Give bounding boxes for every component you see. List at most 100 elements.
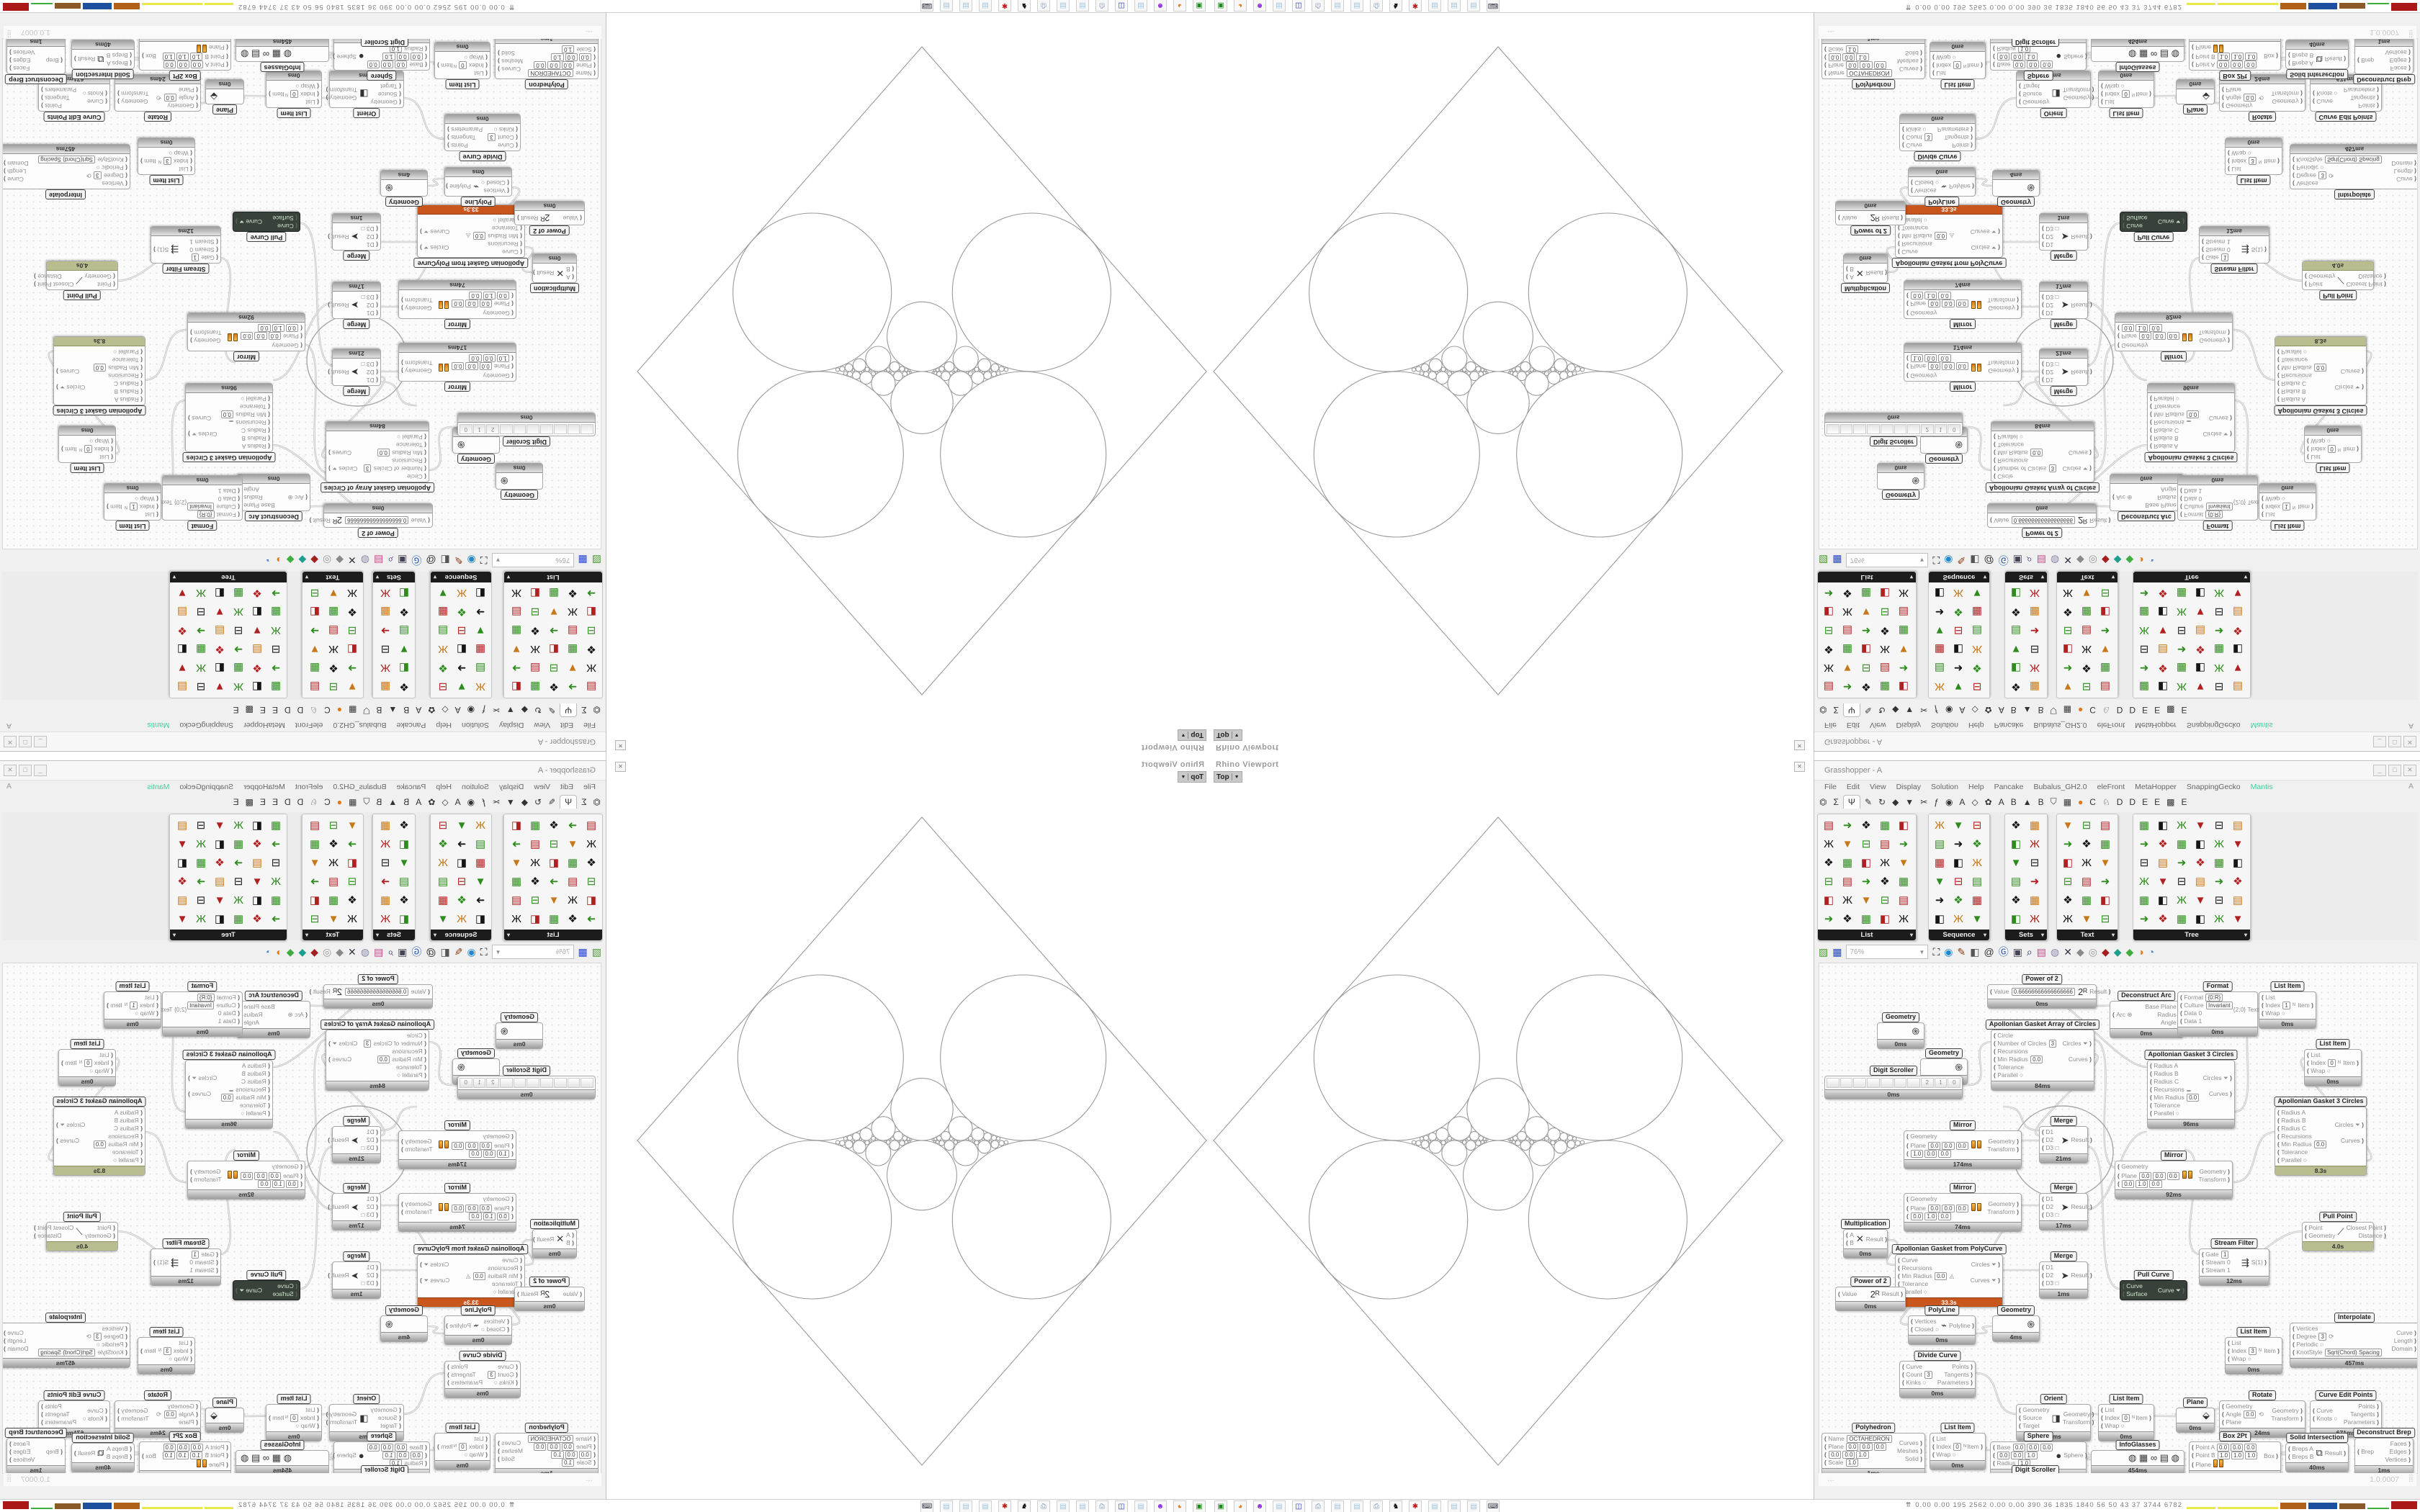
component-icon[interactable]: Ж: [196, 587, 206, 600]
value-chip[interactable]: 0.0: [93, 1140, 106, 1148]
node-polyhedron[interactable]: PolyhedronName OCTAHEDRONPlane 0.00.00.0…: [495, 1423, 599, 1474]
input-port[interactable]: Radius C: [217, 1078, 270, 1086]
window-icon[interactable]: ▣: [2012, 554, 2022, 566]
value-chip[interactable]: 1.0: [176, 1452, 189, 1459]
output-port[interactable]: Length: [4, 1337, 29, 1345]
input-port[interactable]: D1: [2042, 1195, 2059, 1203]
output-port[interactable]: Distance: [2347, 1232, 2386, 1240]
node-solid-intersection[interactable]: Solid IntersectionBreps ABreps B⧉Result4…: [2285, 1433, 2349, 1472]
node-polyhedron[interactable]: PolyhedronName OCTAHEDRONPlane 0.00.00.0…: [495, 38, 599, 89]
input-port[interactable]: Parallel ○: [85, 348, 143, 356]
node-list-item[interactable]: List ItemListIndex 0 ᴺWrap ○Item0ms: [2304, 1039, 2362, 1086]
component-icon[interactable]: ➜: [310, 876, 320, 888]
component-icon[interactable]: ▼: [2195, 894, 2206, 906]
dock-app-icon-11[interactable]: ▤: [979, 1500, 992, 1512]
component-icon[interactable]: ➜: [457, 838, 467, 850]
input-port[interactable]: Point A 0.00.00.0: [2192, 60, 2264, 68]
component-tab-0[interactable]: ⏣: [1819, 705, 1827, 716]
input-port[interactable]: Curve: [2313, 1407, 2344, 1415]
input-port[interactable]: Recursions: [357, 456, 426, 464]
input-port[interactable]: Index 3 ᴺ: [2228, 1347, 2264, 1355]
component-icon[interactable]: ❖: [586, 643, 596, 655]
component-icon[interactable]: ▦: [233, 662, 244, 674]
component-tab-13[interactable]: A: [416, 705, 422, 716]
input-port[interactable]: 1.00.00.0: [433, 354, 514, 362]
component-icon[interactable]: ▤: [2157, 643, 2169, 655]
zoom-extents-icon[interactable]: ⛶: [480, 554, 488, 566]
component-icon[interactable]: ▼: [1934, 875, 1945, 888]
output-port[interactable]: Item: [140, 157, 156, 165]
input-port[interactable]: Wrap ○: [2307, 1067, 2343, 1075]
component-icon[interactable]: ▼: [2010, 643, 2022, 656]
output-port[interactable]: Transform: [401, 1146, 432, 1153]
value-chip[interactable]: 3: [488, 133, 496, 141]
value-chip[interactable]: 0.0: [377, 1056, 390, 1063]
value-chip[interactable]: 1.0: [562, 45, 575, 53]
component-icon[interactable]: ▼: [475, 875, 486, 888]
component-tab-12[interactable]: ✿: [1984, 705, 1992, 716]
output-port[interactable]: Points: [447, 141, 483, 149]
component-icon[interactable]: ▦: [2029, 819, 2040, 832]
node-apollonian-gasket-from-polycurve[interactable]: Apollonian Gasket from PolyCurveCurveRec…: [413, 1244, 529, 1308]
resize-grip-icon[interactable]: ⣿: [2408, 1475, 2414, 1482]
close-button[interactable]: ✕: [2403, 765, 2416, 776]
digit-cell[interactable]: [1839, 1078, 1853, 1088]
input-port[interactable]: List: [2307, 453, 2343, 461]
component-icon[interactable]: Ж: [2081, 856, 2092, 869]
component-icon[interactable]: ❖: [2195, 857, 2205, 869]
output-port[interactable]: Geometry: [117, 98, 149, 106]
component-tab-21[interactable]: ♘: [310, 796, 318, 807]
input-port[interactable]: Curve: [1898, 1256, 1971, 1264]
dock-app-icon-10[interactable]: ✱: [1409, 1500, 1422, 1512]
component-tab-15[interactable]: ▲: [2022, 796, 2032, 807]
digit-cell[interactable]: 1: [472, 1078, 486, 1088]
output-port[interactable]: Box: [142, 52, 156, 60]
input-port[interactable]: KnotStyle Sqrt(Chord) Spacing: [29, 1349, 128, 1356]
dock-app-icon-0[interactable]: ▣: [1193, 1500, 1206, 1512]
value-chip[interactable]: 0.0: [394, 60, 408, 68]
component-icon[interactable]: Ж: [1824, 837, 1834, 850]
output-port[interactable]: Result: [2089, 516, 2110, 524]
node-polyline[interactable]: PolyLineVerticesClosed ○⌁Polyline0ms: [444, 1305, 512, 1345]
expand-icon[interactable]: ⇈: [508, 4, 515, 12]
input-port[interactable]: Index 0 ᴺ: [1932, 1443, 1967, 1451]
input-port[interactable]: List: [1932, 69, 1967, 77]
menu-snappinggecko[interactable]: SnappingGecko: [179, 783, 234, 791]
component-icon[interactable]: ▦: [567, 643, 578, 655]
output-port[interactable]: Tangents: [2344, 94, 2379, 102]
component-icon[interactable]: ⊟: [2081, 680, 2092, 693]
value-chip[interactable]: 3: [363, 1040, 372, 1048]
output-port[interactable]: Transform: [190, 329, 221, 337]
value-chip[interactable]: 0.0: [1955, 300, 1968, 307]
value-chip[interactable]: 1.0: [2136, 1180, 2148, 1188]
input-port[interactable]: Min Radius 0.0: [1994, 449, 2063, 456]
node-mirror[interactable]: MirrorGeometryPlane 0.00.00.0 0.01.00.0G…: [187, 312, 305, 361]
component-icon[interactable]: ➜: [2177, 857, 2187, 869]
output-port[interactable]: Result: [2071, 233, 2092, 240]
input-port[interactable]: Curve: [1902, 1363, 1937, 1371]
output-port[interactable]: Points: [41, 1403, 76, 1410]
output-port[interactable]: Result: [517, 214, 538, 222]
value-chip[interactable]: 0.0: [479, 362, 492, 370]
input-port[interactable]: Vertices: [481, 1318, 509, 1326]
input-port[interactable]: Recursions: [217, 1086, 270, 1094]
component-icon[interactable]: ➜: [511, 838, 521, 850]
component-tab-14[interactable]: B: [403, 796, 410, 807]
component-tab-11[interactable]: ◇: [1971, 705, 1978, 716]
component-icon[interactable]: ▦: [1860, 913, 1872, 925]
input-port[interactable]: Min Radius 0.0 ◬: [449, 1272, 522, 1280]
input-port[interactable]: Breps A: [107, 1445, 132, 1453]
node-merge[interactable]: MergeD1D2D3 □➤Result21ms: [331, 1116, 381, 1164]
input-port[interactable]: Radius C: [2150, 1078, 2203, 1086]
gem-teal-icon[interactable]: ◆: [2113, 946, 2122, 958]
component-tab-12[interactable]: ✿: [428, 705, 436, 716]
component-tab-6[interactable]: ▼: [506, 796, 515, 807]
component-icon[interactable]: ◧: [2010, 662, 2022, 674]
input-port[interactable]: Recursions: [217, 418, 270, 426]
value-chip[interactable]: 0.0: [285, 1180, 298, 1188]
output-port[interactable]: Curve: [4, 1329, 29, 1337]
component-tab-7[interactable]: ✂: [1920, 796, 1928, 807]
output-port[interactable]: Edges: [2385, 56, 2411, 64]
input-port[interactable]: 0.01.00.0: [2118, 324, 2198, 332]
input-port[interactable]: KnotStyle Sqrt(Chord) Spacing: [2293, 1349, 2392, 1356]
